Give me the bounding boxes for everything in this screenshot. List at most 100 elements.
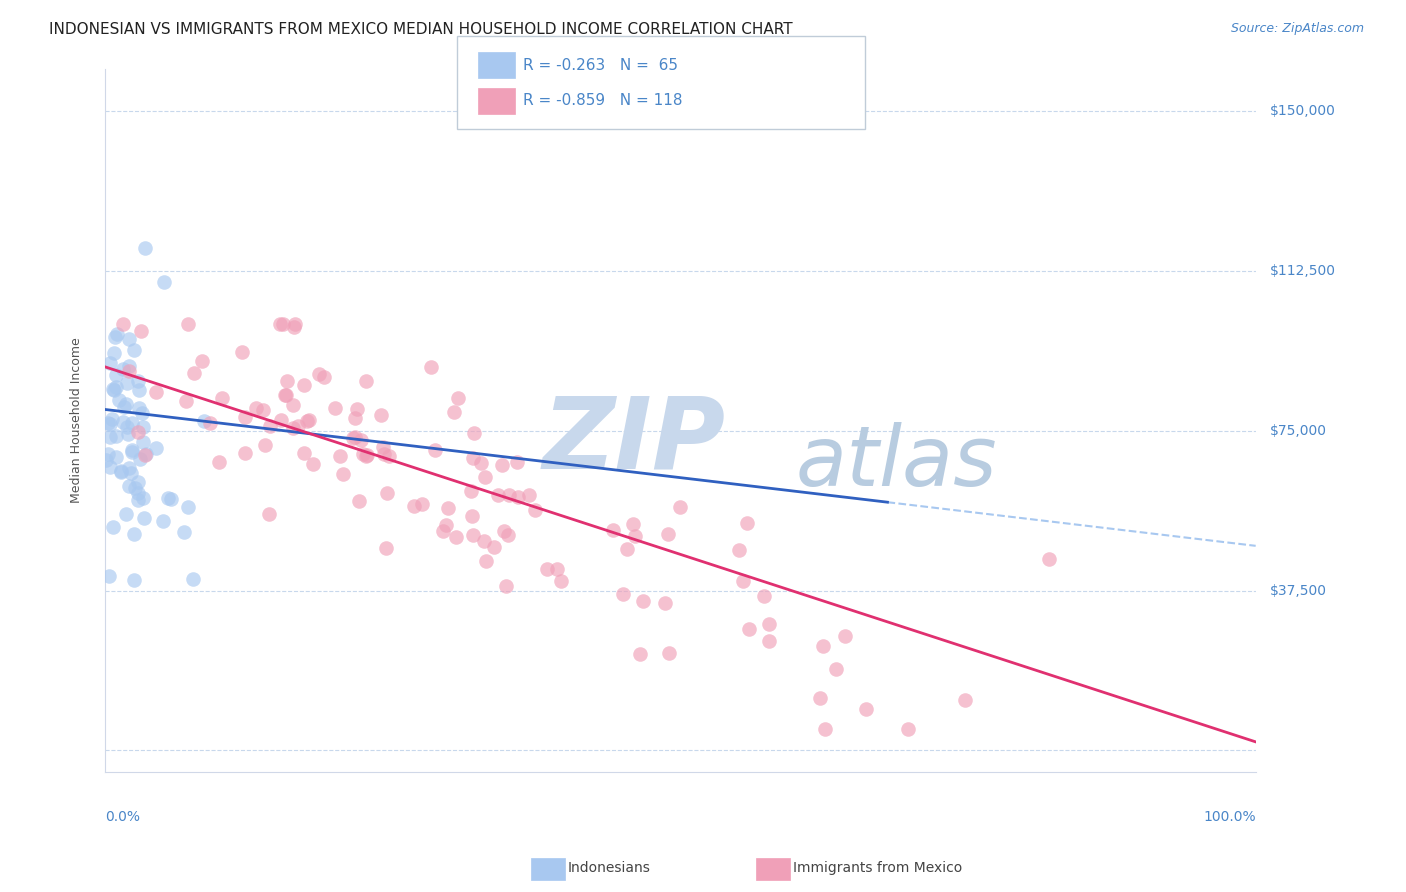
Point	[371, 441, 394, 455]
Point	[103, 382, 125, 396]
Point	[104, 329, 127, 343]
Point	[344, 430, 367, 444]
Point	[621, 517, 644, 532]
Point	[808, 691, 831, 706]
Point	[302, 457, 325, 471]
Point	[112, 400, 135, 414]
Point	[370, 408, 392, 422]
Point	[332, 467, 354, 482]
Point	[897, 722, 920, 736]
Text: Indonesians: Indonesians	[568, 861, 651, 875]
Point	[174, 393, 197, 408]
Point	[128, 401, 150, 415]
Point	[98, 355, 121, 369]
Point	[953, 692, 976, 706]
Point	[437, 501, 460, 516]
Text: Median Household Income: Median Household Income	[70, 337, 83, 503]
Point	[131, 435, 153, 450]
Point	[129, 324, 152, 338]
Point	[352, 447, 374, 461]
Point	[1038, 551, 1060, 566]
Point	[329, 450, 352, 464]
Point	[233, 446, 256, 460]
Point	[245, 401, 267, 415]
Text: R = -0.859   N = 118: R = -0.859 N = 118	[523, 94, 682, 108]
Point	[200, 417, 222, 431]
Text: ZIP: ZIP	[543, 392, 725, 490]
Point	[132, 511, 155, 525]
Point	[492, 524, 515, 539]
Point	[633, 594, 655, 608]
Point	[374, 541, 396, 555]
Point	[496, 527, 519, 541]
Point	[375, 485, 398, 500]
Point	[536, 562, 558, 576]
Point	[432, 524, 454, 538]
Point	[738, 622, 761, 636]
Point	[523, 503, 546, 517]
Point	[834, 629, 856, 643]
Point	[460, 484, 482, 499]
Text: $150,000: $150,000	[1270, 104, 1336, 118]
Text: $37,500: $37,500	[1270, 583, 1326, 598]
Point	[284, 317, 307, 331]
Point	[283, 398, 305, 412]
Point	[752, 589, 775, 603]
Point	[177, 317, 200, 331]
Point	[131, 420, 153, 434]
Point	[287, 418, 309, 433]
Text: Source: ZipAtlas.com: Source: ZipAtlas.com	[1230, 22, 1364, 36]
Point	[434, 518, 457, 533]
Point	[654, 596, 676, 610]
Point	[342, 432, 364, 446]
Point	[135, 447, 157, 461]
Point	[129, 452, 152, 467]
Point	[118, 479, 141, 493]
Point	[176, 500, 198, 514]
Point	[758, 633, 780, 648]
Point	[519, 487, 541, 501]
Point	[344, 411, 367, 425]
Text: 100.0%: 100.0%	[1204, 810, 1256, 824]
Point	[612, 587, 634, 601]
Point	[132, 491, 155, 505]
Point	[508, 491, 530, 505]
Point	[411, 497, 433, 511]
Point	[111, 317, 134, 331]
Point	[127, 475, 149, 489]
Point	[115, 397, 138, 411]
Point	[624, 529, 647, 543]
Point	[295, 414, 318, 428]
Point	[145, 441, 167, 455]
Point	[127, 374, 149, 388]
Point	[121, 442, 143, 457]
Point	[484, 540, 506, 554]
Point	[447, 392, 470, 406]
Point	[814, 722, 837, 736]
Point	[270, 413, 292, 427]
Point	[420, 360, 443, 375]
Point	[94, 453, 117, 467]
Point	[103, 519, 125, 533]
Point	[127, 485, 149, 500]
Point	[423, 442, 446, 457]
Point	[157, 491, 180, 505]
Point	[98, 459, 121, 474]
Point	[498, 488, 520, 502]
Point	[103, 345, 125, 359]
Point	[127, 493, 149, 508]
Point	[97, 568, 120, 582]
Point	[546, 562, 568, 576]
Point	[159, 491, 181, 506]
Point	[346, 402, 368, 417]
Point	[495, 579, 517, 593]
Point	[283, 320, 305, 334]
Point	[105, 326, 128, 341]
Point	[735, 516, 758, 530]
Point	[273, 317, 295, 331]
Point	[602, 523, 624, 537]
Point	[231, 344, 253, 359]
Point	[404, 499, 426, 513]
Point	[347, 493, 370, 508]
Point	[121, 466, 143, 480]
